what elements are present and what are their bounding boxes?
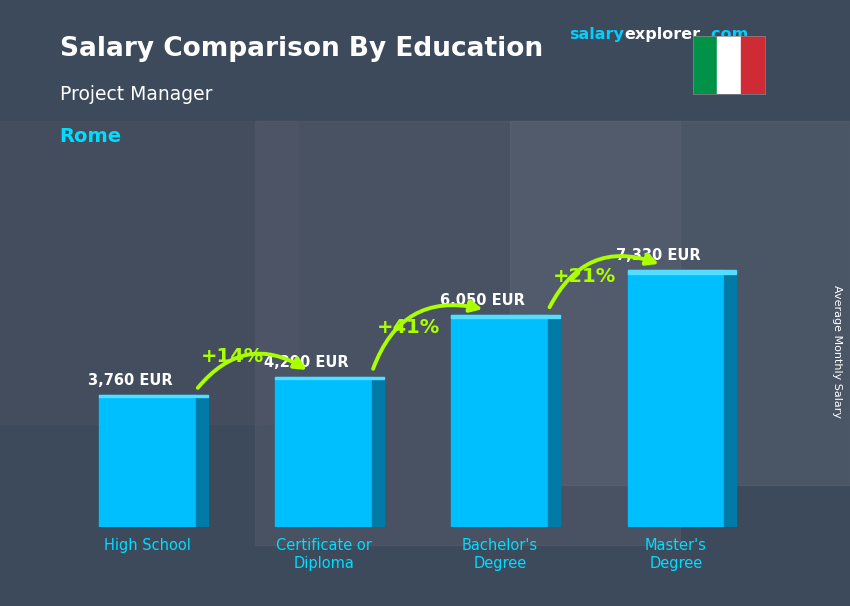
Bar — [451, 315, 560, 318]
Text: 7,330 EUR: 7,330 EUR — [616, 248, 700, 263]
Text: explorer: explorer — [625, 27, 701, 42]
Bar — [510, 121, 850, 485]
Bar — [0, 121, 298, 424]
Bar — [372, 377, 384, 527]
Text: Rome: Rome — [60, 127, 122, 146]
Text: 3,760 EUR: 3,760 EUR — [88, 373, 173, 388]
Text: 6,050 EUR: 6,050 EUR — [439, 293, 524, 308]
Text: .com: .com — [706, 27, 749, 42]
Bar — [196, 395, 207, 527]
Bar — [724, 270, 736, 527]
Bar — [627, 270, 724, 527]
Bar — [275, 377, 372, 527]
Text: Average Monthly Salary: Average Monthly Salary — [832, 285, 842, 418]
Bar — [548, 315, 560, 527]
Text: salary: salary — [570, 27, 625, 42]
Bar — [99, 395, 196, 527]
Bar — [627, 270, 736, 274]
Bar — [693, 36, 717, 94]
Bar — [99, 395, 207, 398]
Text: +21%: +21% — [552, 267, 616, 286]
Text: Project Manager: Project Manager — [60, 85, 212, 104]
Bar — [275, 377, 384, 379]
Text: +14%: +14% — [201, 347, 264, 366]
Bar — [717, 36, 741, 94]
Text: 4,290 EUR: 4,290 EUR — [264, 355, 348, 370]
Bar — [451, 315, 548, 527]
Text: +41%: +41% — [377, 318, 440, 337]
Bar — [255, 121, 680, 545]
Text: Salary Comparison By Education: Salary Comparison By Education — [60, 36, 542, 62]
Bar — [741, 36, 765, 94]
